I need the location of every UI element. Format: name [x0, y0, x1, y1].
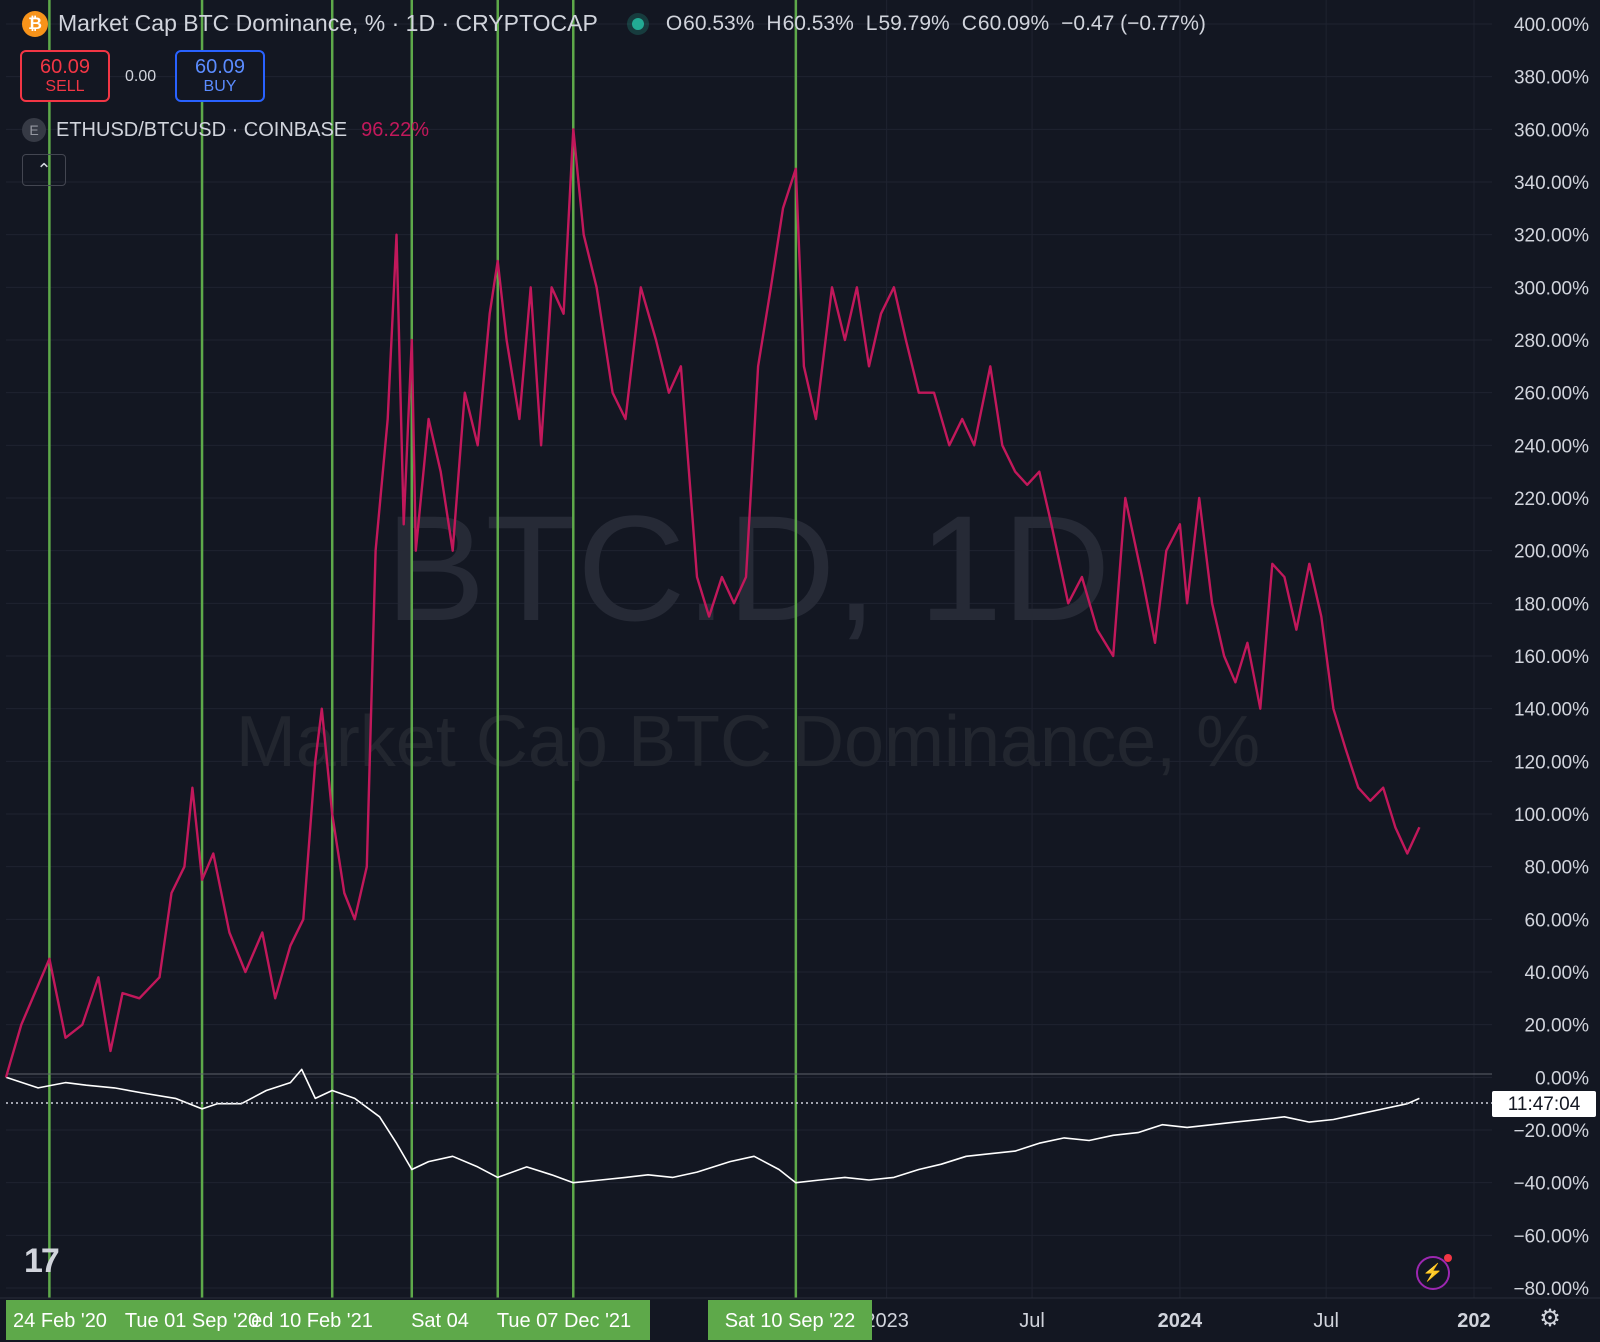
- countdown-badge: [1492, 1091, 1596, 1117]
- y-tick-label: 200.00%: [1514, 542, 1589, 563]
- date-label-group-bg: [6, 1300, 650, 1340]
- spread-value: 0.00: [125, 68, 157, 85]
- price-axis-bg[interactable]: [1492, 0, 1600, 1298]
- y-tick-label: 340.00%: [1514, 173, 1589, 194]
- watermark-line1: BTC.D, 1D: [385, 484, 1110, 652]
- marker-date-label: ed 10 Feb '21: [251, 1310, 373, 1332]
- ohlc-close: C60.09%: [961, 11, 1050, 35]
- marker-date-label: Sat 10 Sep '22: [725, 1310, 856, 1332]
- ohlc-low: L59.79%: [865, 11, 950, 35]
- buy-price: 60.09: [194, 56, 246, 78]
- y-tick-label: 80.00%: [1525, 858, 1590, 879]
- y-tick-label: 220.00%: [1514, 489, 1589, 510]
- flash-icon[interactable]: ⚡: [1416, 1254, 1452, 1290]
- compare-symbol-icon: E: [22, 118, 46, 142]
- event-marker-lines: [48, 0, 798, 1298]
- buy-button[interactable]: 60.09 BUY: [175, 50, 265, 102]
- y-tick-label: 400.00%: [1514, 15, 1589, 36]
- y-tick-label: 240.00%: [1514, 436, 1589, 457]
- y-tick-label: 100.00%: [1514, 805, 1589, 826]
- chevron-up-icon: ⌃: [36, 159, 52, 180]
- x-tick-label: Jul: [1313, 1310, 1339, 1332]
- y-tick-label: 140.00%: [1514, 700, 1589, 721]
- grid-lines: [6, 0, 1492, 1298]
- symbol-header: ₿ Market Cap BTC Dominance, % · 1D · CRY…: [22, 10, 1218, 37]
- symbol-title[interactable]: Market Cap BTC Dominance, % · 1D · CRYPT…: [58, 10, 598, 36]
- bitcoin-icon: ₿: [22, 10, 48, 37]
- price-axis: 400.00% 380.00% 360.00% 340.00% 320.00% 300.0…: [1513, 15, 1589, 1300]
- y-tick-label: 280.00%: [1514, 331, 1589, 352]
- y-tick-label: 320.00%: [1514, 226, 1589, 247]
- watermark-line2: Market Cap BTC Dominance, %: [236, 702, 1260, 782]
- buy-label: BUY: [203, 78, 237, 95]
- ohlc-change: −0.47 (−0.77%): [1061, 11, 1206, 35]
- x-tick-label: 2024: [1158, 1310, 1203, 1332]
- sell-price: 60.09: [39, 56, 91, 78]
- tradingview-logo[interactable]: 17: [24, 1242, 60, 1280]
- y-tick-label: −40.00%: [1513, 1174, 1589, 1195]
- y-tick-label: −80.00%: [1513, 1279, 1589, 1300]
- y-tick-label: 160.00%: [1514, 647, 1589, 668]
- y-tick-label: −20.00%: [1513, 1121, 1589, 1142]
- y-tick-label: 120.00%: [1514, 752, 1589, 773]
- series-line-btc-d: [5, 1068, 1420, 1184]
- y-tick-label: 180.00%: [1514, 594, 1589, 615]
- y-tick-label: 40.00%: [1525, 963, 1590, 984]
- series-line-ethusd-btcusd: [4, 128, 1421, 1078]
- series-lines: [4, 128, 1421, 1184]
- compare-value: 96.22%: [361, 118, 429, 141]
- sell-label: SELL: [45, 78, 85, 95]
- marker-date-label: 24 Feb '20: [13, 1310, 107, 1332]
- ohlc-high: H60.53%: [766, 11, 854, 35]
- y-tick-label: 360.00%: [1514, 120, 1589, 141]
- time-axis: 2023 Jul 2024 Jul 202 24 Feb '20 Tue 01 Sep '2…: [6, 1300, 1491, 1340]
- sell-button[interactable]: 60.09 SELL: [20, 50, 110, 102]
- marker-date-label: Sat 04: [411, 1310, 469, 1332]
- date-label-bg: [708, 1300, 872, 1340]
- y-tick-label: 0.00%: [1535, 1068, 1589, 1089]
- y-tick-label: 260.00%: [1514, 384, 1589, 405]
- marker-date-label: Tue 01 Sep '20: [125, 1310, 259, 1332]
- y-tick-label: 380.00%: [1514, 68, 1589, 89]
- x-tick-label: Jul: [1019, 1310, 1045, 1332]
- marker-date-label: Tue 07 Dec '21: [497, 1310, 631, 1332]
- compare-legend[interactable]: E ETHUSD/BTCUSD · COINBASE 96.22%: [22, 118, 429, 142]
- ohlc-open: O60.53%: [665, 11, 755, 35]
- y-tick-label: 20.00%: [1525, 1016, 1590, 1037]
- settings-gear-icon[interactable]: ⚙: [1539, 1304, 1561, 1332]
- x-tick-label: 2023: [864, 1310, 909, 1332]
- countdown-label: 11:47:04: [1508, 1094, 1581, 1115]
- compare-label: ETHUSD/BTCUSD · COINBASE: [56, 118, 348, 141]
- collapse-legend-button[interactable]: ⌃: [22, 154, 66, 186]
- y-tick-label: 60.00%: [1525, 910, 1590, 931]
- y-tick-label: −60.00%: [1513, 1226, 1589, 1247]
- x-tick-label: 202: [1457, 1310, 1490, 1332]
- market-status-icon[interactable]: [631, 17, 644, 30]
- y-tick-label: 300.00%: [1514, 278, 1589, 299]
